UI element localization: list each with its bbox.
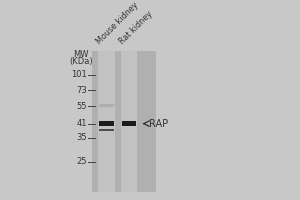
Text: 25: 25 [76, 157, 87, 166]
Text: RAP: RAP [149, 119, 169, 129]
Bar [99, 121, 114, 126]
Text: MW: MW [73, 50, 89, 59]
Text: Mouse kidney: Mouse kidney [95, 1, 141, 46]
Text: 73: 73 [76, 86, 87, 95]
Text: 35: 35 [76, 133, 87, 142]
Bar [92, 51, 156, 192]
Bar [99, 104, 113, 107]
Text: Rat kidney: Rat kidney [118, 10, 155, 46]
Text: 55: 55 [76, 102, 87, 111]
Text: (KDa): (KDa) [69, 57, 93, 66]
Bar [99, 129, 114, 131]
Text: 101: 101 [71, 70, 87, 79]
Text: 41: 41 [76, 119, 87, 128]
Bar [122, 121, 136, 126]
Bar [121, 51, 137, 192]
Bar [98, 51, 115, 192]
